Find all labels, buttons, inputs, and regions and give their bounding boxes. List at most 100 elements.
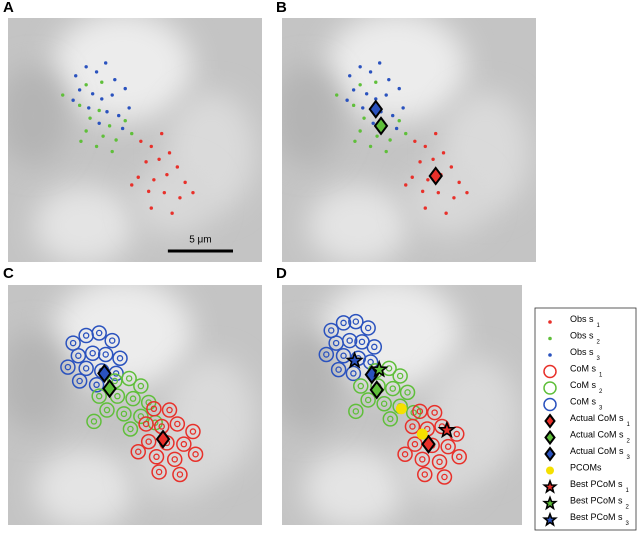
panel [282, 285, 522, 525]
point [77, 103, 82, 108]
image-texture [308, 185, 409, 262]
point [88, 377, 105, 393]
ring-inner [155, 468, 163, 476]
ring-inner [453, 430, 461, 438]
point [84, 65, 88, 69]
point [148, 449, 165, 465]
point [113, 77, 117, 82]
point [394, 126, 399, 131]
legend-entry: Best PCoM s2 [542, 495, 630, 511]
ring-inner [75, 352, 82, 359]
legend-entry: Best PCoM s1 [542, 478, 630, 494]
point [94, 70, 99, 74]
point [170, 211, 174, 215]
legend-name: Best PCoM s [570, 512, 623, 522]
point [103, 61, 108, 65]
ring-inner [180, 440, 188, 448]
legend-name: Actual CoM s [570, 413, 624, 423]
point [404, 418, 421, 435]
panel [8, 285, 262, 525]
ring-inner [350, 370, 357, 377]
ring-outer [440, 438, 456, 455]
point [417, 466, 433, 483]
point [61, 93, 65, 97]
point [100, 80, 104, 84]
panel-label: A [3, 0, 14, 16]
ring-inner [142, 420, 150, 428]
point [149, 206, 153, 210]
ring-outer [318, 346, 335, 363]
legend-entry: Actual CoM s3 [544, 446, 631, 462]
point [71, 373, 88, 389]
ring-outer [185, 423, 201, 440]
ring-inner [111, 377, 119, 385]
legend-entry: Obs s1 [548, 314, 601, 329]
ring-outer [146, 401, 162, 417]
point [388, 138, 392, 142]
legend-entry: CoM s3 [543, 397, 603, 412]
legend-subscript: 2 [626, 504, 630, 510]
image-texture [282, 331, 341, 431]
ring-outer [382, 411, 399, 427]
point [376, 395, 392, 412]
ring-inner [332, 339, 340, 347]
point [423, 206, 427, 210]
point [434, 131, 438, 136]
image-texture [398, 430, 478, 500]
ring-inner [335, 366, 342, 373]
ring-outer [70, 347, 87, 364]
point [149, 144, 153, 149]
point [84, 345, 101, 361]
ring-inner [103, 406, 111, 414]
point [465, 190, 469, 195]
point [185, 423, 201, 440]
point [351, 88, 356, 92]
diamond [102, 378, 117, 399]
point [436, 469, 453, 485]
point [451, 449, 467, 465]
legend-name: Obs s [570, 331, 594, 341]
legend-name: Actual CoM s [570, 430, 624, 440]
point [358, 83, 362, 87]
point [392, 368, 408, 384]
point [412, 403, 428, 420]
point [191, 190, 195, 195]
point [543, 397, 557, 412]
point [88, 116, 92, 120]
point [397, 86, 401, 91]
point [431, 454, 448, 470]
point [404, 183, 408, 187]
ring-outer [133, 378, 149, 394]
ring-inner [411, 440, 419, 448]
ring-outer [543, 381, 557, 395]
ring-inner [120, 410, 128, 418]
point [97, 108, 101, 113]
point [176, 436, 192, 452]
point [441, 151, 446, 155]
ring-outer [543, 364, 557, 379]
ring-outer [412, 403, 428, 420]
point [413, 139, 417, 143]
ring-outer [341, 332, 358, 349]
point [426, 404, 443, 421]
ring-outer [360, 392, 376, 408]
ring-outer [133, 408, 149, 425]
point [366, 339, 383, 355]
point [384, 149, 388, 154]
point [121, 370, 137, 387]
ring-inner [409, 423, 416, 430]
point [341, 332, 358, 349]
panel-label: D [276, 265, 287, 282]
point [116, 406, 132, 422]
ring-inner [89, 349, 96, 357]
panel [8, 18, 262, 262]
point [165, 172, 169, 177]
point [130, 443, 147, 460]
point [360, 392, 376, 408]
point [361, 106, 365, 110]
star [369, 359, 389, 378]
point [353, 139, 357, 143]
ring-inner [436, 458, 443, 466]
ring-outer [176, 436, 192, 452]
